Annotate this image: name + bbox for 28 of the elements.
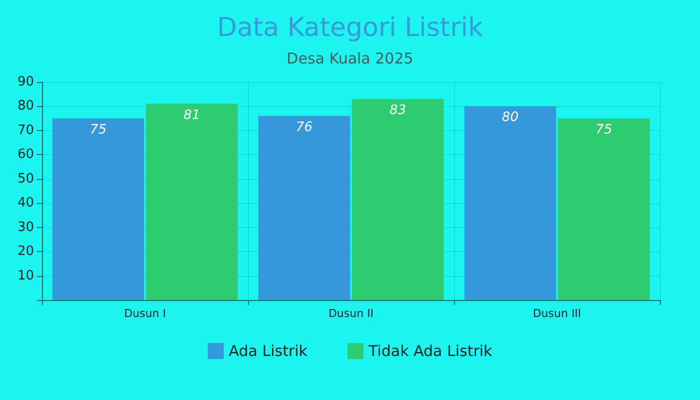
y-tick-label: 10 [17, 268, 34, 284]
bar [146, 104, 238, 300]
data-label: 76 [296, 120, 312, 135]
y-tick-label: 60 [17, 147, 34, 162]
legend-label: Tidak Ada Listrik [367, 342, 493, 360]
data-label: 75 [596, 122, 612, 138]
data-label: 81 [184, 108, 200, 123]
data-label: 75 [90, 122, 106, 138]
y-tick-label: 30 [17, 220, 34, 235]
data-label: 83 [390, 102, 406, 118]
legend-label: Ada Listrik [228, 342, 308, 360]
x-tick-label: Dusun III [532, 307, 582, 320]
chart-title: Data Kategori Listrik [216, 13, 484, 43]
y-tick-label: 90 [17, 74, 34, 90]
bar [52, 118, 144, 300]
x-tick-label: Dusun II [328, 307, 374, 320]
y-tick-label: 40 [17, 196, 34, 211]
bar [258, 116, 350, 300]
y-tick-label: 20 [17, 244, 34, 260]
chart-subtitle: Desa Kuala 2025 [286, 50, 414, 68]
bar [352, 98, 444, 300]
y-tick-label: 80 [17, 98, 34, 114]
x-tick-label: Dusun I [124, 307, 166, 320]
y-tick-label: 50 [17, 171, 34, 186]
data-label: 80 [502, 110, 518, 126]
bar [558, 118, 650, 300]
bar [464, 106, 556, 300]
y-tick-label: 70 [17, 122, 34, 138]
